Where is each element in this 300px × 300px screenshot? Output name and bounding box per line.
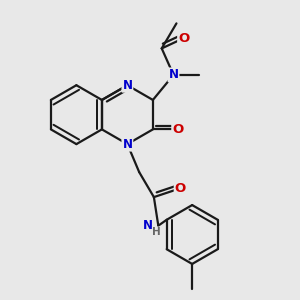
- Text: N: N: [143, 219, 153, 232]
- Text: O: O: [175, 182, 186, 195]
- Text: O: O: [178, 32, 189, 45]
- Text: O: O: [172, 123, 184, 136]
- Text: H: H: [152, 227, 161, 237]
- Text: N: N: [122, 79, 132, 92]
- Text: N: N: [169, 68, 178, 81]
- Text: N: N: [122, 138, 132, 151]
